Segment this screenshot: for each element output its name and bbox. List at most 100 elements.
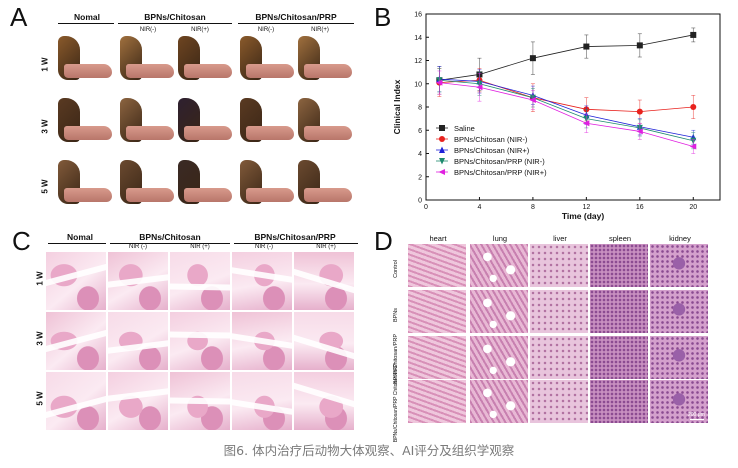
panel-c-rule-1	[48, 243, 106, 244]
data-point	[435, 79, 443, 86]
panel-a: A Nomal BPNs/Chitosan BPNs/Chitosan/PRP …	[0, 0, 372, 222]
y-tick-label: 0	[418, 198, 422, 205]
panel-a-row-5w: 5 W	[40, 179, 50, 194]
paw-photo	[178, 96, 234, 150]
joint-histology-image	[232, 372, 292, 430]
panel-a-sub-3: NIR(-)	[257, 27, 275, 33]
data-point	[475, 84, 483, 91]
paw-photo	[178, 34, 234, 88]
organ-histology-image	[530, 380, 588, 423]
panel-c-header-normal: Nomal	[67, 232, 93, 242]
organ-histology-image	[530, 244, 588, 287]
legend-entry: BPNs/Chitosan (NIR-)	[454, 135, 528, 144]
y-tick-label: 2	[418, 174, 422, 181]
paw-photo	[58, 34, 114, 88]
panel-d-col-spleen: spleen	[608, 234, 632, 243]
data-point	[582, 120, 590, 127]
panel-c-sub-3: NIR (-)	[255, 244, 273, 250]
data-point	[690, 104, 697, 110]
series-line	[439, 82, 694, 147]
panel-a-rule-2	[118, 23, 232, 24]
panel-c-row-3w: 3 W	[35, 331, 45, 346]
paw-photo	[120, 34, 176, 88]
data-point	[636, 128, 643, 135]
panel-a-sub-4: NIR(+)	[311, 27, 329, 33]
panel-b-letter: B	[374, 2, 392, 32]
organ-histology-image	[650, 244, 708, 287]
panel-c-row-5w: 5 W	[35, 391, 45, 406]
paw-photo	[240, 34, 296, 88]
clinical-index-chart: 0 4 8 12 16 20 0 2 4 6 8 10 12 14 16 Time (day) Clinical…	[392, 12, 721, 221]
panel-c-sub-4: NIR (+)	[316, 244, 336, 250]
joint-histology-image	[108, 252, 168, 310]
organ-histology-image	[470, 244, 528, 287]
paw-photo	[58, 158, 114, 212]
panel-c-row-1w: 1 W	[35, 271, 45, 286]
panel-c: C Nomal BPNs/Chitosan BPNs/Chitosan/PRP …	[0, 222, 372, 432]
legend-marker	[438, 169, 445, 175]
scale-bar-label: 200 μm	[688, 412, 705, 418]
organ-histology-image	[590, 336, 648, 379]
data-point	[529, 55, 536, 62]
x-tick-label: 12	[582, 204, 590, 211]
paw-photo	[58, 96, 114, 150]
legend-marker	[439, 158, 445, 165]
panel-b: B 0 4 8 12 16 20 0 2 4 6 8 10 12 14 16 Time (day) Clinic…	[372, 0, 738, 222]
data-point	[636, 42, 643, 49]
y-axis-label: Clinical Index	[392, 79, 402, 134]
legend-marker	[439, 146, 445, 153]
paw-photo	[298, 34, 354, 88]
organ-histology-image	[590, 244, 648, 287]
organ-histology-image	[530, 290, 588, 333]
y-tick-label: 12	[414, 58, 422, 65]
y-tick-label: 14	[414, 35, 422, 42]
panel-a-header-bpns-chitosan-prp: BPNs/Chitosan/PRP	[255, 12, 337, 22]
legend-marker	[439, 125, 445, 131]
scale-bar	[690, 419, 704, 420]
joint-histology-image	[46, 252, 106, 310]
organ-histology-image	[408, 380, 466, 423]
x-tick-label: 8	[531, 204, 535, 211]
organ-histology-image	[408, 290, 466, 333]
series-line	[439, 79, 694, 113]
y-tick-label: 6	[418, 128, 422, 135]
data-point	[690, 31, 697, 38]
panel-c-rule-3	[234, 243, 358, 244]
organ-histology-image	[590, 290, 648, 333]
panel-a-sub-1: NIR(-)	[139, 27, 157, 33]
x-tick-label: 4	[478, 204, 482, 211]
joint-histology-image	[170, 372, 230, 430]
panel-a-sub-2: NIR(+)	[191, 27, 209, 33]
panel-d-col-lung: lung	[492, 234, 508, 243]
panel-a-header-normal: Nomal	[74, 12, 100, 22]
organ-histology-image	[650, 380, 708, 423]
panel-a-row-1w: 1 W	[40, 57, 50, 72]
y-tick-label: 10	[414, 81, 422, 88]
panel-d-col-liver: liver	[553, 234, 567, 243]
joint-histology-image	[232, 252, 292, 310]
panel-d-row-control: Control	[393, 260, 399, 278]
paw-photo	[120, 158, 176, 212]
x-tick-label: 0	[424, 204, 428, 211]
panel-d-col-heart: heart	[429, 234, 447, 243]
organ-histology-image	[530, 336, 588, 379]
x-tick-label: 20	[689, 204, 697, 211]
panel-c-letter: C	[12, 226, 31, 256]
joint-histology-image	[294, 372, 354, 430]
data-point	[529, 97, 536, 104]
joint-histology-image	[232, 312, 292, 370]
organ-histology-image	[590, 380, 648, 423]
paw-photo	[298, 158, 354, 212]
panel-d: D heart lung liver spleen kidney Control…	[372, 222, 738, 442]
panel-c-sub-2: NIR (+)	[190, 244, 210, 250]
organ-histology-image	[470, 290, 528, 333]
legend-entry: Saline	[454, 124, 475, 133]
organ-histology-image	[470, 336, 528, 379]
y-tick-label: 8	[418, 105, 422, 112]
organ-histology-image	[408, 336, 466, 379]
joint-histology-image	[108, 312, 168, 370]
panel-a-row-3w: 3 W	[40, 119, 50, 134]
y-tick-label: 4	[418, 151, 422, 158]
legend-entry: BPNs/Chitosan/PRP (NIR-)	[454, 157, 545, 166]
series-line	[439, 78, 694, 138]
